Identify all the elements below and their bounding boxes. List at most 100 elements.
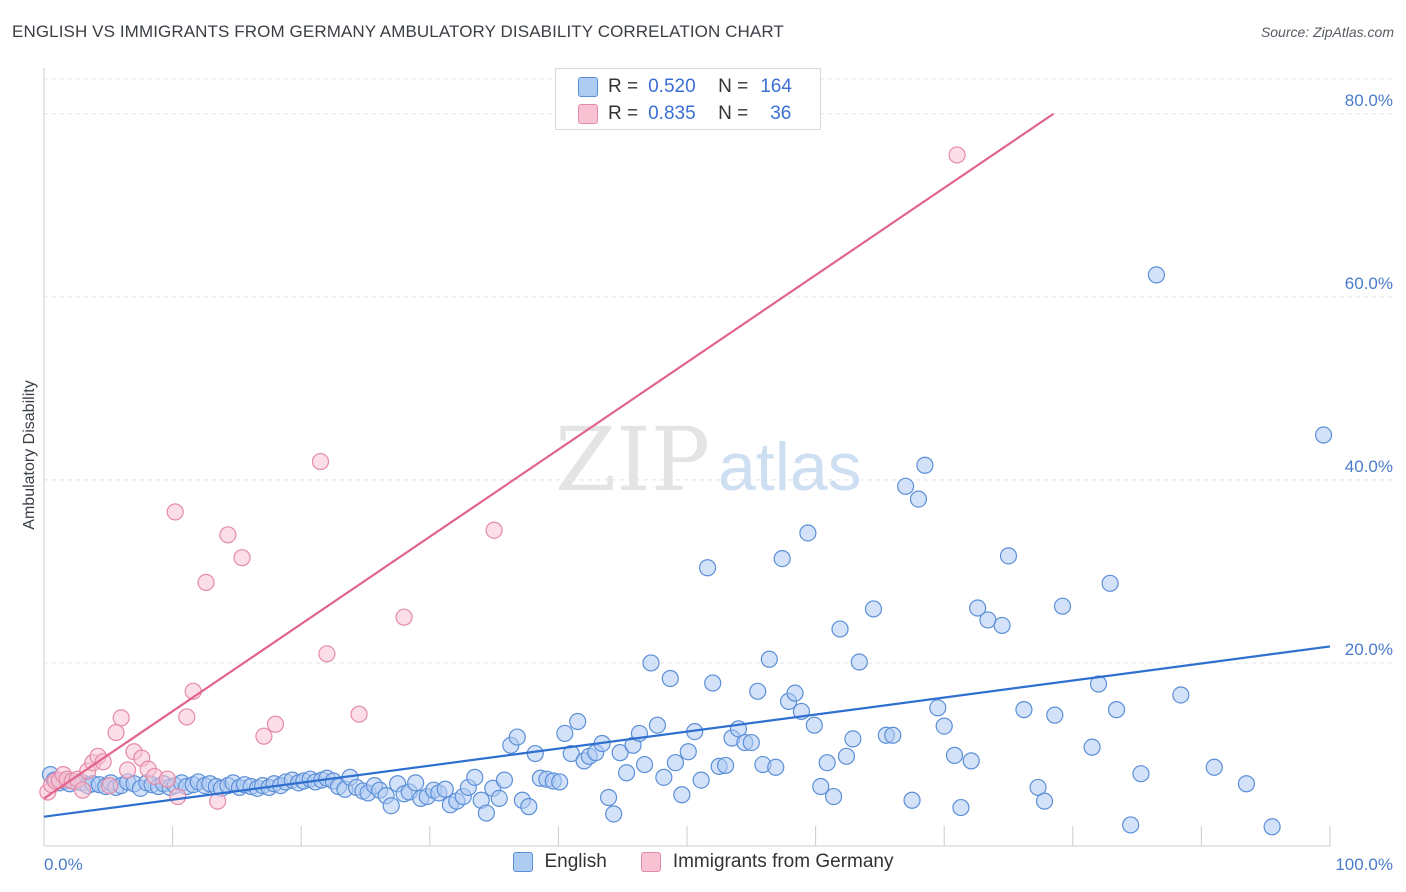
germany-point	[169, 787, 187, 806]
english-point	[698, 559, 717, 577]
germany-point	[485, 521, 503, 539]
english-point	[679, 743, 697, 761]
chart-title: ENGLISH VS IMMIGRANTS FROM GERMANY AMBUL…	[12, 22, 784, 41]
series-legend-english: English	[512, 851, 607, 873]
english-point	[831, 620, 849, 638]
english-point	[495, 771, 513, 789]
english-point	[1122, 816, 1140, 834]
english-point	[635, 755, 654, 774]
legend-swatch-english	[578, 77, 598, 97]
chart-source: Source: ZipAtlas.com	[1260, 24, 1394, 40]
english-point	[935, 717, 953, 735]
english-point	[716, 756, 735, 775]
trend-lines	[43, 112, 1331, 818]
english-point	[1237, 775, 1256, 793]
germany-points	[39, 146, 966, 810]
english-point	[825, 787, 843, 806]
english-point	[617, 764, 636, 782]
english-point	[1089, 675, 1108, 693]
germany-point	[118, 761, 137, 779]
english-point	[844, 730, 862, 748]
english-point	[562, 744, 580, 763]
english-point	[551, 773, 569, 791]
english-point	[952, 798, 970, 817]
y-tick-label: 40.0%	[1345, 457, 1393, 476]
legend-n-value: 36	[770, 103, 792, 124]
english-point	[520, 798, 538, 816]
legend-r-value: 0.835	[648, 103, 696, 124]
english-point	[999, 547, 1018, 565]
grid-lines	[44, 78, 1393, 664]
english-point	[692, 771, 710, 789]
english-trend-line	[43, 645, 1331, 818]
germany-point	[112, 709, 130, 727]
y-axis-label: Ambulatory Disability	[21, 380, 38, 529]
legend-r-label: R =	[608, 103, 639, 124]
english-point	[704, 674, 722, 692]
english-point	[818, 754, 836, 772]
english-point	[929, 699, 947, 717]
english-point	[884, 726, 902, 744]
english-point	[864, 600, 883, 618]
series-swatch-english	[512, 852, 533, 872]
germany-point	[233, 549, 251, 567]
english-point	[799, 524, 817, 542]
legend-row-english: R = 0.520 N = 164	[578, 75, 792, 99]
germany-point	[219, 526, 237, 544]
germany-point	[255, 727, 273, 745]
english-point	[909, 490, 928, 508]
legend-n-value: 164	[760, 76, 792, 97]
english-point	[805, 716, 823, 734]
stats-legend: R = 0.520 N = 164 R = 0.835 N = 36	[555, 68, 821, 130]
english-point	[466, 768, 484, 786]
english-point	[897, 477, 915, 495]
english-point	[526, 744, 544, 763]
germany-point	[318, 645, 336, 663]
english-point	[760, 650, 778, 668]
english-point	[837, 747, 856, 765]
germany-point	[166, 503, 184, 521]
y-tick-label: 80.0%	[1345, 91, 1393, 110]
watermark: ZIP atlas	[555, 408, 862, 511]
legend-n-label: N =	[718, 103, 749, 124]
series-label-germany: Immigrants from Germany	[672, 851, 894, 872]
english-point	[969, 599, 987, 617]
english-point	[661, 669, 679, 688]
y-tick-label: 60.0%	[1345, 274, 1393, 293]
english-point	[642, 654, 660, 672]
x-ticks	[172, 826, 1331, 846]
english-point	[1205, 758, 1223, 776]
english-point	[648, 716, 667, 734]
legend-swatch-germany	[578, 104, 598, 124]
english-point	[773, 549, 791, 568]
english-point	[508, 728, 526, 746]
english-point	[916, 456, 934, 474]
english-point	[673, 786, 691, 804]
germany-point	[311, 452, 330, 471]
english-point	[1029, 778, 1047, 797]
y-tick-labels: 20.0% 40.0% 60.0% 80.0%	[1345, 91, 1393, 659]
english-point	[1147, 266, 1165, 284]
english-point	[812, 777, 830, 796]
series-swatch-germany	[640, 852, 661, 872]
english-point	[1101, 574, 1119, 592]
x-tick-label-max: 100.0%	[1335, 855, 1393, 874]
english-point	[1083, 738, 1101, 756]
english-point	[1314, 426, 1333, 444]
x-tick-label-min: 0.0%	[44, 855, 83, 874]
english-point	[490, 789, 508, 808]
english-point	[1132, 765, 1150, 783]
germany-point	[107, 723, 125, 742]
english-point	[993, 616, 1011, 635]
english-point	[569, 712, 587, 731]
germany-trend-line	[43, 112, 1055, 800]
english-point	[477, 804, 495, 822]
english-point	[611, 744, 629, 762]
germany-point	[158, 770, 177, 788]
english-point	[1053, 597, 1072, 615]
english-point	[1107, 701, 1126, 719]
germany-point	[948, 146, 966, 164]
series-legend: English Immigrants from Germany	[0, 851, 1406, 873]
english-points	[41, 266, 1333, 836]
germany-point	[94, 753, 112, 771]
